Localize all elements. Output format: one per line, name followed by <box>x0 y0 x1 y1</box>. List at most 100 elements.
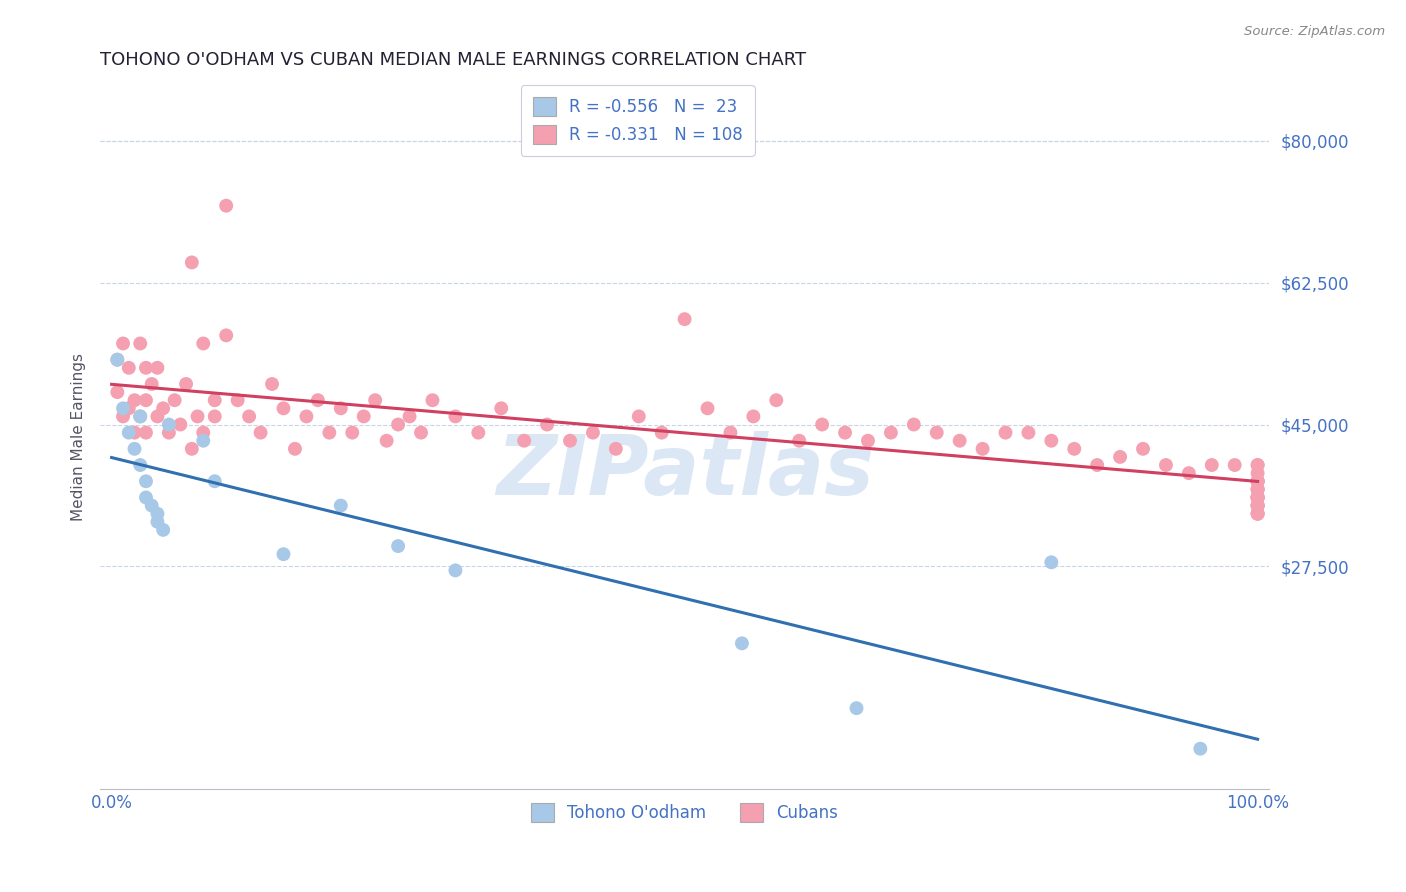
Point <box>994 425 1017 440</box>
Point <box>925 425 948 440</box>
Point <box>787 434 810 448</box>
Point <box>444 409 467 424</box>
Point <box>193 336 215 351</box>
Point <box>1246 491 1268 505</box>
Point <box>226 393 249 408</box>
Point <box>124 393 146 408</box>
Point <box>765 393 787 408</box>
Y-axis label: Median Male Earnings: Median Male Earnings <box>72 352 86 521</box>
Point <box>135 425 157 440</box>
Point <box>141 376 163 391</box>
Point <box>146 515 169 529</box>
Point <box>129 409 152 424</box>
Point <box>845 701 868 715</box>
Point <box>1246 507 1268 521</box>
Point <box>249 425 271 440</box>
Point <box>1246 491 1268 505</box>
Point <box>387 539 409 553</box>
Point <box>105 352 128 367</box>
Point <box>215 328 238 343</box>
Point <box>152 401 174 416</box>
Point <box>491 401 513 416</box>
Point <box>1246 475 1268 489</box>
Legend: Tohono O'odham, Cubans: Tohono O'odham, Cubans <box>519 791 851 834</box>
Point <box>605 442 627 456</box>
Point <box>1246 458 1268 472</box>
Point <box>1246 483 1268 497</box>
Point <box>157 425 180 440</box>
Point <box>1132 442 1154 456</box>
Point <box>146 409 169 424</box>
Point <box>387 417 409 432</box>
Point <box>186 409 208 424</box>
Point <box>1246 475 1268 489</box>
Point <box>1246 483 1268 497</box>
Point <box>180 442 202 456</box>
Point <box>105 352 128 367</box>
Point <box>949 434 972 448</box>
Point <box>146 507 169 521</box>
Point <box>135 475 157 489</box>
Point <box>1063 442 1085 456</box>
Point <box>673 312 696 326</box>
Point <box>651 425 673 440</box>
Text: TOHONO O'ODHAM VS CUBAN MEDIAN MALE EARNINGS CORRELATION CHART: TOHONO O'ODHAM VS CUBAN MEDIAN MALE EARN… <box>100 51 806 69</box>
Point <box>193 434 215 448</box>
Point <box>1109 450 1132 464</box>
Point <box>204 409 226 424</box>
Point <box>731 636 754 650</box>
Point <box>1246 499 1268 513</box>
Point <box>903 417 925 432</box>
Point <box>1246 491 1268 505</box>
Point <box>112 401 135 416</box>
Point <box>329 401 352 416</box>
Point <box>409 425 432 440</box>
Point <box>273 401 295 416</box>
Point <box>295 409 318 424</box>
Point <box>157 417 180 432</box>
Point <box>1246 458 1268 472</box>
Point <box>1040 555 1063 569</box>
Point <box>1201 458 1223 472</box>
Point <box>1246 499 1268 513</box>
Point <box>1154 458 1177 472</box>
Point <box>169 417 191 432</box>
Point <box>135 360 157 375</box>
Point <box>118 425 141 440</box>
Point <box>972 442 994 456</box>
Point <box>398 409 420 424</box>
Point <box>1246 483 1268 497</box>
Point <box>1178 466 1201 480</box>
Point <box>118 401 141 416</box>
Point <box>124 442 146 456</box>
Point <box>260 376 283 391</box>
Point <box>215 199 238 213</box>
Point <box>375 434 398 448</box>
Point <box>353 409 375 424</box>
Point <box>1246 499 1268 513</box>
Point <box>444 563 467 577</box>
Point <box>467 425 489 440</box>
Point <box>163 393 186 408</box>
Point <box>146 360 169 375</box>
Text: ZIPatlas: ZIPatlas <box>496 432 873 512</box>
Point <box>834 425 856 440</box>
Point <box>204 393 226 408</box>
Point <box>112 336 135 351</box>
Point <box>1246 499 1268 513</box>
Point <box>1085 458 1108 472</box>
Point <box>811 417 834 432</box>
Point <box>1246 491 1268 505</box>
Point <box>129 336 152 351</box>
Point <box>558 434 581 448</box>
Point <box>536 417 558 432</box>
Point <box>1246 507 1268 521</box>
Point <box>193 425 215 440</box>
Point <box>342 425 364 440</box>
Point <box>129 409 152 424</box>
Point <box>1246 491 1268 505</box>
Point <box>238 409 260 424</box>
Point <box>118 360 141 375</box>
Point <box>284 442 307 456</box>
Point <box>856 434 879 448</box>
